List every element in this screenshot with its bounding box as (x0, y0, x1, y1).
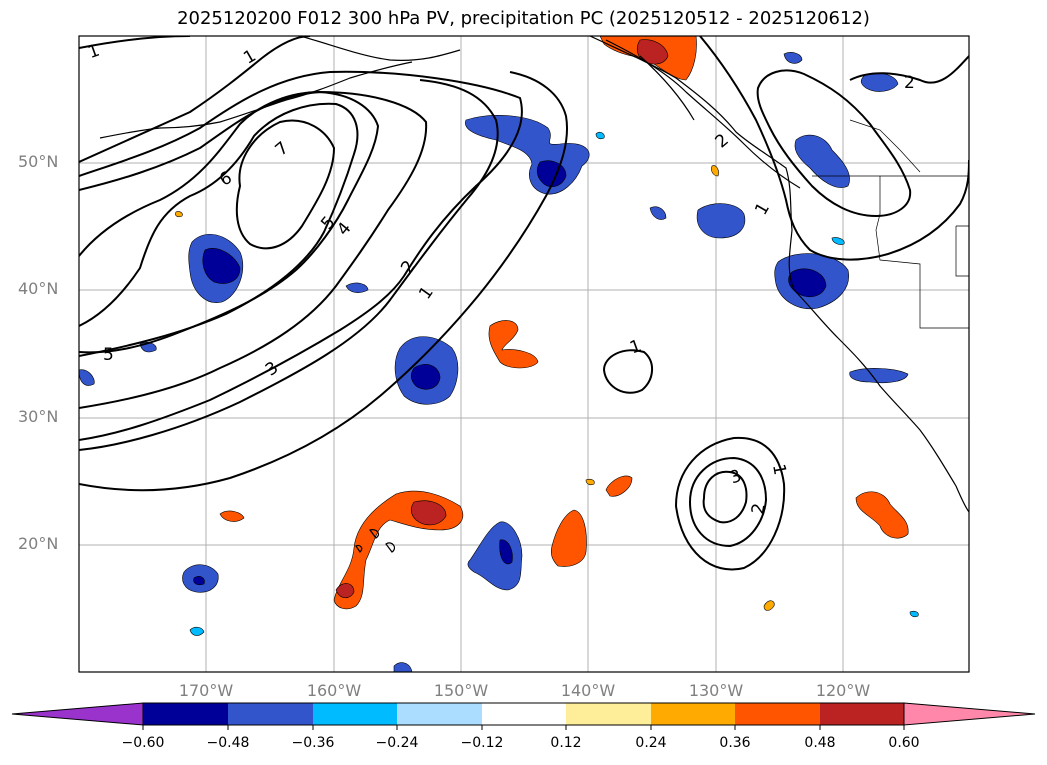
lat-label: 20°N (18, 534, 59, 553)
pv-contours (79, 36, 969, 571)
contour-label: 6 (216, 168, 235, 191)
pv-contour (79, 71, 568, 492)
precip-blob (499, 539, 513, 565)
lat-label: 50°N (18, 152, 59, 171)
precip-blob (831, 237, 845, 245)
hawaii-island (369, 529, 380, 539)
precip-blob (550, 509, 587, 567)
contour-label: 5 (103, 345, 114, 365)
precip-blob (711, 165, 719, 177)
lat-label: 30°N (18, 407, 59, 426)
colorbar-tick: −0.24 (375, 735, 419, 751)
plot-frame (78, 35, 970, 673)
pv-contour (79, 70, 523, 441)
colorbar-tick: 0.60 (888, 735, 920, 751)
precip-blob (175, 211, 183, 218)
contour-label: 1 (415, 283, 438, 303)
precip-blob (605, 475, 633, 497)
map-title: 2025120200 F012 300 hPa PV, precipitatio… (177, 8, 870, 29)
hawaii-island (355, 544, 363, 553)
pv-contour (79, 90, 428, 409)
precip-blob (849, 368, 909, 384)
precip-blob (636, 39, 669, 65)
pv-contour (79, 79, 499, 451)
contour-label: 2 (712, 130, 733, 152)
lat-label: 40°N (18, 279, 59, 298)
precip-blob (585, 478, 595, 486)
precip-blob (393, 662, 413, 672)
precip-blob (335, 583, 355, 599)
contour-label: 1 (240, 46, 259, 69)
colorbar-tick: 0.36 (719, 735, 751, 751)
contour-label: 4 (333, 219, 355, 240)
precip-blob (79, 369, 95, 386)
precip-negative-areas (79, 52, 919, 672)
precip-positive-areas (175, 36, 909, 611)
lon-label: 170°W (178, 681, 234, 700)
precip-blob (193, 576, 205, 586)
alaska-coast (299, 36, 461, 61)
colorbar-tick: −0.48 (206, 735, 250, 751)
colorbar-tick: −0.36 (291, 735, 335, 751)
precip-blob (488, 320, 539, 369)
pv-contour-1 (674, 436, 786, 571)
precip-blob (788, 268, 827, 298)
contour-label: 1 (768, 463, 790, 477)
precip-blob (189, 626, 205, 636)
precip-blob (649, 206, 667, 220)
lon-label: 140°W (560, 681, 616, 700)
coastlines (99, 36, 969, 553)
island-chain (605, 39, 801, 189)
precip-blob (595, 132, 605, 140)
lon-label: 160°W (306, 681, 362, 700)
precip-blob (763, 600, 775, 611)
borders (812, 119, 969, 329)
contour-label: 2 (904, 73, 915, 93)
precip-blob (345, 282, 369, 293)
precip-blob (783, 52, 803, 64)
hawaii-island (385, 542, 396, 553)
contour-label: 1 (627, 336, 644, 358)
gridlines (79, 36, 969, 672)
pv-contour-2 (849, 55, 969, 84)
contour-label: 2 (748, 502, 770, 516)
pv-contour-7 (235, 119, 336, 250)
pv-contour-1 (79, 36, 311, 163)
colorbar-tick: −0.60 (121, 735, 165, 751)
island-chain (639, 55, 695, 121)
precip-blob (219, 510, 245, 522)
pv-contour-3 (702, 470, 748, 524)
pv-contour (79, 102, 359, 357)
lon-label: 120°W (815, 681, 871, 700)
colorbar-tick: 0.24 (635, 735, 667, 751)
precip-blob (467, 521, 523, 591)
precip-blob (855, 491, 909, 539)
contour-label: 7 (272, 138, 293, 160)
precip-blob (696, 203, 746, 239)
aleutian-islands (99, 61, 413, 139)
precip-blob (860, 72, 899, 92)
precip-blob (410, 500, 447, 526)
colorbar-tick: 0.12 (550, 735, 582, 751)
contour-label: 1 (751, 199, 774, 218)
lon-label: 130°W (688, 681, 744, 700)
contour-label: 2 (397, 257, 420, 277)
colorbar-tick: −0.12 (460, 735, 504, 751)
precip-blob (410, 364, 441, 390)
colorbar-tick: 0.48 (804, 735, 836, 751)
north-american-coast (589, 36, 969, 513)
pv-contour-1 (699, 36, 969, 261)
precip-blob (794, 134, 850, 188)
pv-contour-2 (688, 456, 768, 548)
precip-blob (202, 248, 241, 284)
pv-contour-2 (756, 69, 912, 218)
contour-label: 3 (262, 358, 282, 381)
precip-blob (465, 115, 590, 195)
pv-contour-1 (602, 349, 653, 394)
precip-blob (909, 610, 919, 618)
lon-label: 150°W (433, 681, 489, 700)
